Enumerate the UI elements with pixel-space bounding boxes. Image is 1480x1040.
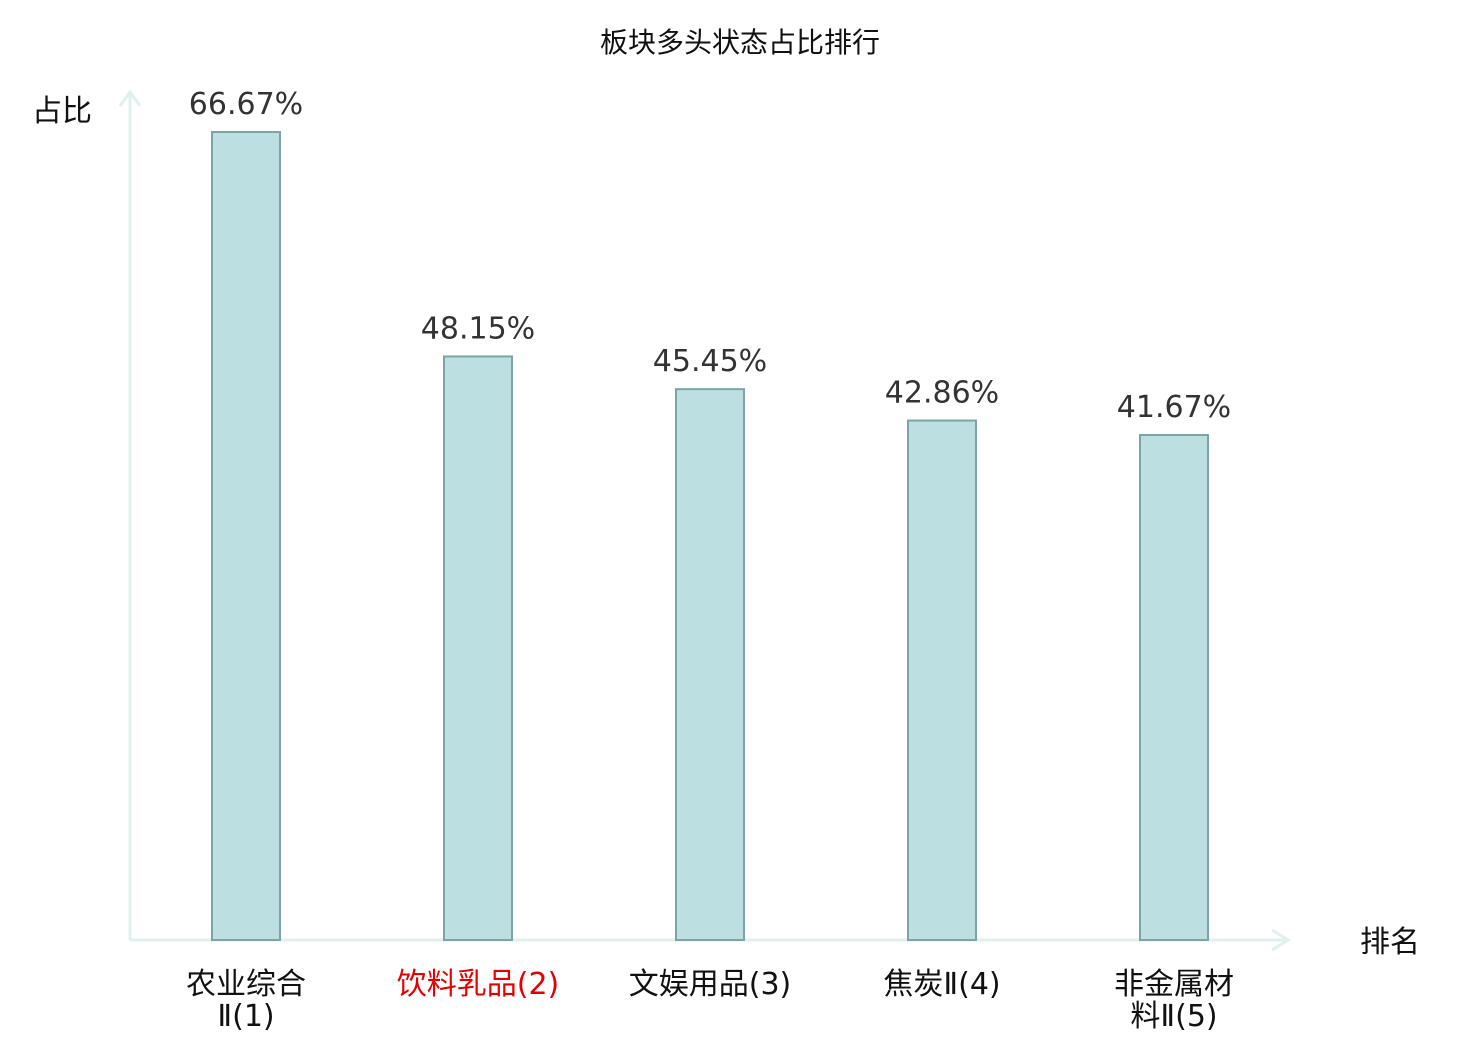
y-axis-label: 占比 [32,94,92,129]
bar-3 [675,388,745,942]
x-axis-label: 排名 [1360,925,1420,960]
y-axis-arrow [118,89,142,107]
category-label-line: Ⅱ(1) [217,999,274,1034]
category-label-5: 非金属材料Ⅱ(5) [1114,967,1234,1034]
bar-4 [907,419,977,942]
category-label-line: 农业综合 [186,967,306,1002]
bar-1 [211,131,281,941]
category-label-4: 焦炭Ⅱ(4) [883,967,1000,1002]
value-labels: 66.67% 48.15% 45.45% 42.86% 41.67% [189,87,1231,425]
bars [211,131,1209,942]
bar-2 [443,355,513,941]
bar-5 [1139,433,1209,941]
chart-title: 板块多头状态占比排行 [600,26,880,59]
category-label-3: 文娱用品(3) [629,967,792,1002]
category-label-line: 料Ⅱ(5) [1130,999,1217,1034]
category-label-2: 饮料乳品(2) [397,967,560,1002]
category-label-line: 饮料乳品(2) [397,967,560,1002]
value-label-5: 41.67% [1117,390,1231,425]
category-label-line: 焦炭Ⅱ(4) [883,967,1000,1002]
category-labels: 农业综合 Ⅱ(1) 饮料乳品(2) 文娱用品(3) 焦炭Ⅱ(4) 非金属材料Ⅱ(5) [186,967,1234,1034]
category-label-line: 非金属材 [1114,967,1234,1002]
x-axis-arrow [1271,928,1291,952]
value-label-2: 48.15% [421,311,535,346]
value-label-4: 42.86% [885,376,999,411]
category-label-line: 文娱用品(3) [629,967,792,1002]
value-label-1: 66.67% [189,87,303,122]
category-label-1: 农业综合 Ⅱ(1) [186,967,306,1034]
value-label-3: 45.45% [653,344,767,379]
